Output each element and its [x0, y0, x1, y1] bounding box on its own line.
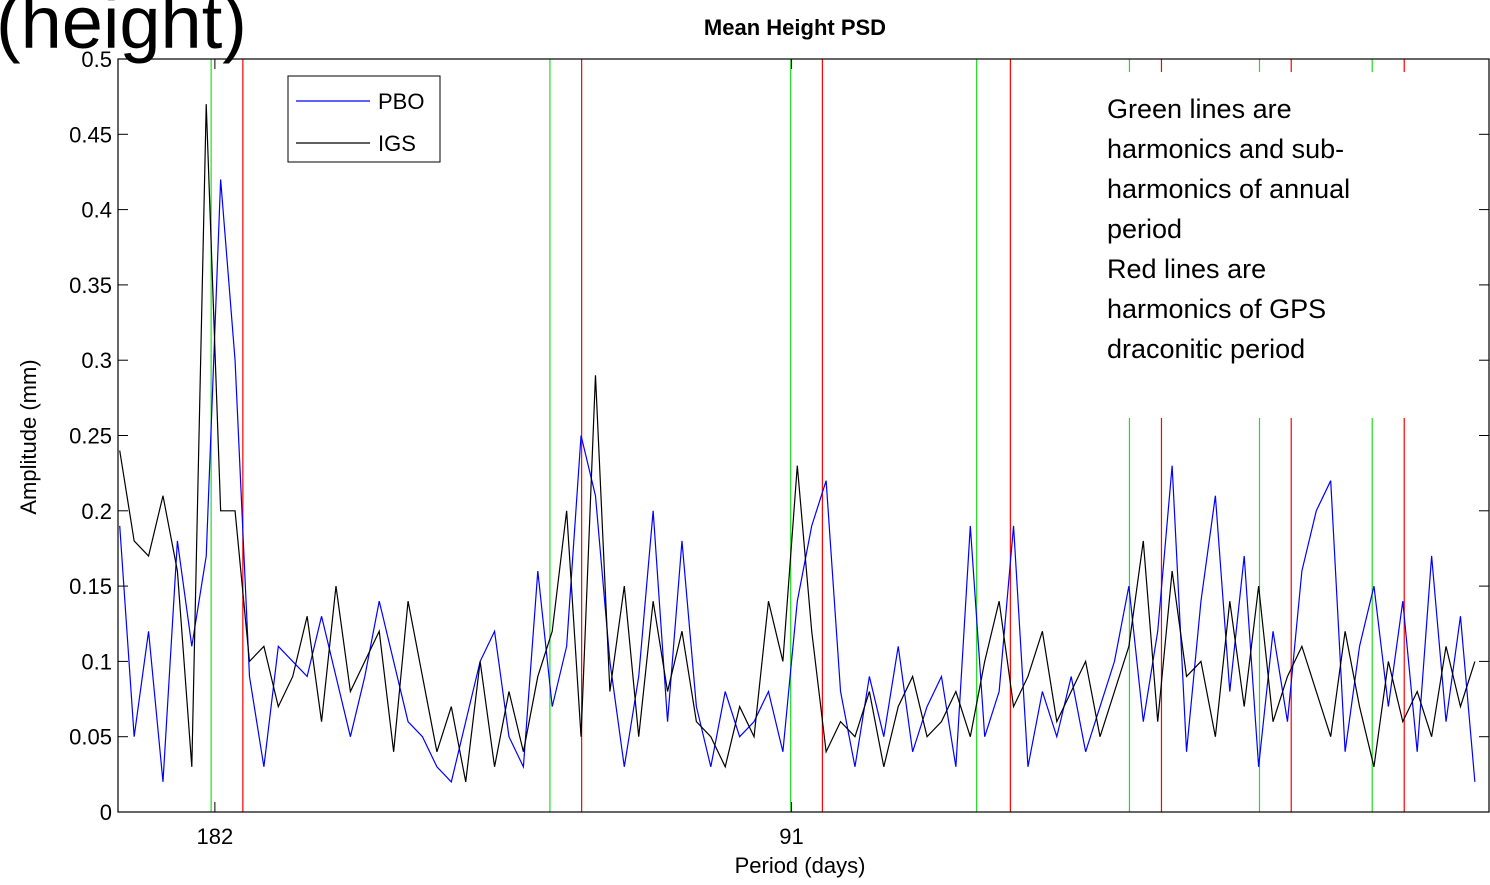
annotation-text: draconitic period [1107, 334, 1305, 364]
y-tick-label: 0.1 [81, 649, 112, 674]
annotation-text: Green lines are [1107, 94, 1292, 124]
y-tick-label: 0.15 [69, 574, 112, 599]
y-tick-label: 0.4 [81, 198, 112, 223]
slide-title: (height) [0, 0, 247, 64]
annotation-box [1098, 72, 1470, 418]
y-tick-label: 0.25 [69, 424, 112, 449]
legend-box [287, 75, 441, 163]
y-tick-label: 0.45 [69, 122, 112, 147]
series-line [119, 104, 1476, 782]
chart-title: Mean Height PSD [704, 15, 886, 40]
y-tick-label: 0.3 [81, 348, 112, 373]
x-axis-label: Period (days) [735, 853, 866, 878]
legend-label: PBO [378, 89, 424, 114]
y-axis-label: Amplitude (mm) [16, 359, 41, 514]
y-tick-label: 0.35 [69, 273, 112, 298]
y-tick-label: 0.2 [81, 499, 112, 524]
x-tick-label: 182 [197, 824, 234, 849]
x-tick-label: 91 [779, 824, 803, 849]
series-line [119, 179, 1476, 784]
annotation-text: harmonics of GPS [1107, 294, 1326, 324]
annotation-text: harmonics of annual [1107, 174, 1350, 204]
annotation-text: harmonics and sub- [1107, 134, 1344, 164]
annotation-text: Red lines are [1107, 254, 1266, 284]
legend-label: IGS [378, 131, 416, 156]
y-tick-label: 0.5 [81, 47, 112, 72]
annotation-text: period [1107, 214, 1182, 244]
y-tick-label: 0.05 [69, 725, 112, 750]
y-tick-label: 0 [100, 800, 112, 825]
